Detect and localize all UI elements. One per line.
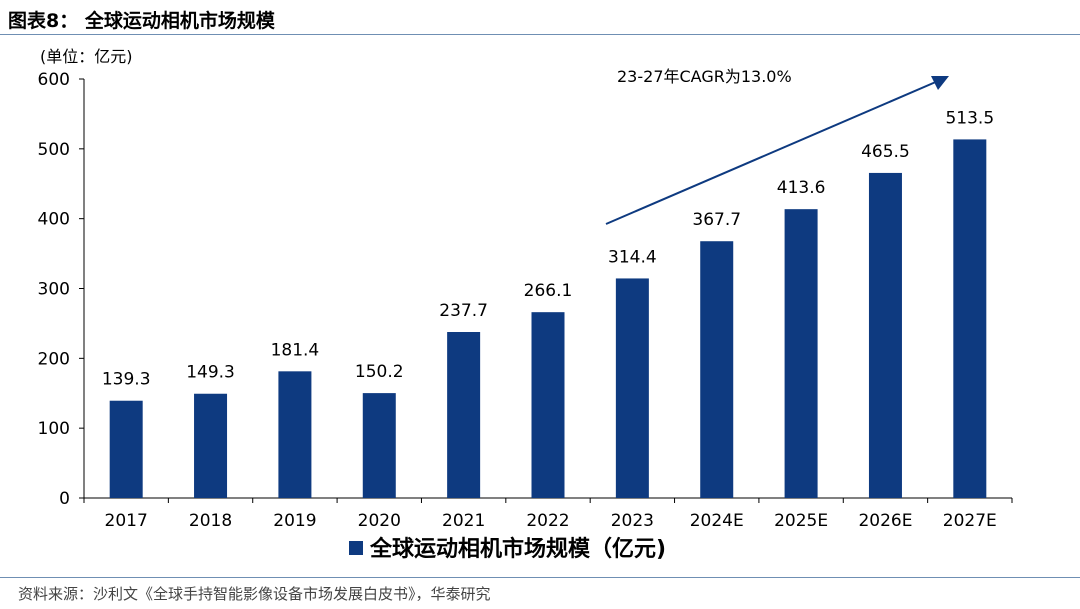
- data-label: 314.4: [608, 247, 657, 267]
- bars: [109, 139, 987, 499]
- unit-label: (单位：亿元): [40, 47, 133, 66]
- bar: [194, 393, 228, 498]
- cagr-arrow: [605, 80, 939, 225]
- data-label: 513.5: [945, 108, 994, 128]
- figure-title: 图表8： 全球运动相机市场规模: [8, 10, 275, 32]
- bottom-divider: [0, 577, 1080, 578]
- x-tick-label: 2024E: [690, 511, 744, 531]
- data-label: 413.6: [777, 178, 826, 198]
- y-tick-label: 300: [38, 280, 70, 300]
- bar: [447, 332, 481, 498]
- y-axis: 0 100 200 300 400 500 600: [38, 70, 85, 509]
- data-label: 149.3: [186, 363, 235, 383]
- data-label: 181.4: [271, 340, 320, 360]
- y-tick-label: 200: [38, 349, 70, 369]
- x-axis: 2017 2018 2019 2020 2021 2022 2023 2024E 2025E 20…: [83, 497, 1013, 531]
- legend-label: 全球运动相机市场规模（亿元): [369, 536, 666, 562]
- data-label: 150.2: [355, 362, 404, 382]
- bar: [615, 278, 649, 498]
- data-label: 266.1: [524, 281, 573, 301]
- bar: [531, 312, 565, 498]
- y-tick-label: 100: [38, 419, 70, 439]
- cagr-label: 23-27年CAGR为13.0%: [617, 67, 792, 86]
- bar: [278, 371, 312, 498]
- x-tick-label: 2021: [442, 511, 485, 531]
- x-tick-label: 2022: [526, 511, 569, 531]
- bar: [109, 400, 143, 498]
- bar: [868, 172, 902, 498]
- data-label: 465.5: [861, 142, 910, 162]
- x-tick-label: 2026E: [858, 511, 912, 531]
- cagr-arrow-head: [931, 76, 949, 90]
- legend-swatch: [349, 541, 363, 555]
- source-note: 资料来源：沙利文《全球手持智能影像设备市场发展白皮书》，华泰研究: [18, 585, 491, 603]
- bar: [784, 209, 818, 499]
- top-divider: [0, 34, 1080, 35]
- x-tick-label: 2025E: [774, 511, 828, 531]
- x-tick-label: 2019: [273, 511, 316, 531]
- bar: [953, 139, 987, 499]
- cagr-annotation: 23-27年CAGR为13.0%: [605, 67, 949, 225]
- x-tick-label: 2020: [358, 511, 401, 531]
- y-tick-label: 500: [38, 140, 70, 160]
- data-label: 139.3: [102, 370, 151, 390]
- bar: [700, 241, 734, 498]
- legend: 全球运动相机市场规模（亿元): [349, 536, 666, 562]
- y-tick-label: 400: [38, 210, 70, 230]
- bar: [362, 393, 396, 498]
- data-labels: 139.3 149.3 181.4 150.2 237.7 266.1 314.4 367.7…: [102, 108, 994, 389]
- y-tick-label: 600: [38, 70, 70, 90]
- y-tick-label: 0: [59, 489, 70, 509]
- x-tick-label: 2018: [189, 511, 232, 531]
- x-tick-label: 2023: [611, 511, 654, 531]
- x-tick-label: 2027E: [943, 511, 997, 531]
- data-label: 237.7: [439, 301, 488, 321]
- x-tick-label: 2017: [105, 511, 148, 531]
- data-label: 367.7: [692, 210, 741, 230]
